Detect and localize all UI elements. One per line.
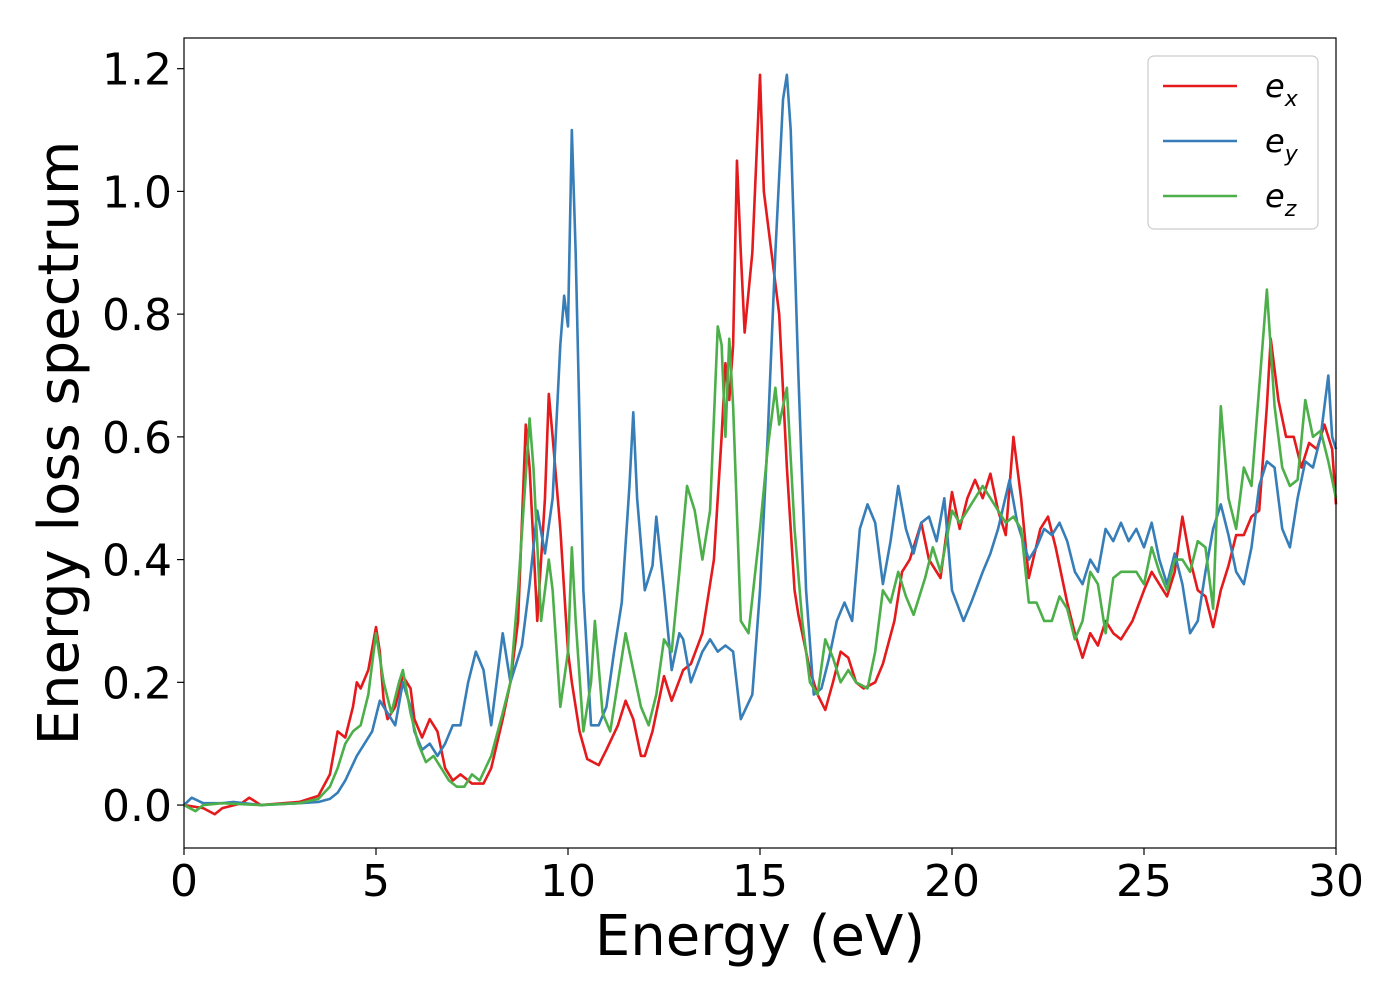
- y-axis-title: Energy loss spectrum: [27, 141, 92, 746]
- x-tick-label: 5: [362, 856, 390, 907]
- legend-label-z: ez: [1265, 177, 1297, 222]
- legend-box: [1147, 55, 1319, 230]
- x-axis: 0 5 10 15 20 25 30: [170, 848, 1364, 907]
- y-tick-label: 0.2: [102, 658, 172, 709]
- series-line-y: [183, 73, 1338, 807]
- series-line-z: [183, 288, 1338, 813]
- x-tick-label: 30: [1308, 856, 1364, 907]
- plot-series-group: [183, 73, 1338, 816]
- legend: ex ey ez: [1147, 55, 1319, 230]
- x-tick-label: 0: [170, 856, 198, 907]
- y-tick-label: 0.6: [102, 413, 172, 464]
- series-line-x: [183, 73, 1338, 816]
- y-tick-label: 1.2: [102, 45, 172, 96]
- y-tick-label: 1.0: [102, 167, 172, 218]
- x-tick-label: 15: [732, 856, 788, 907]
- x-axis-title: Energy (eV): [595, 904, 925, 969]
- x-tick-label: 25: [1116, 856, 1172, 907]
- x-tick-label: 20: [924, 856, 980, 907]
- y-tick-label: 0.8: [102, 290, 172, 341]
- y-axis: 0.0 0.2 0.4 0.6 0.8 1.0 1.2: [102, 45, 184, 832]
- y-tick-label: 0.4: [102, 536, 172, 587]
- x-tick-label: 10: [540, 856, 596, 907]
- legend-label-y: ey: [1265, 122, 1299, 167]
- legend-label-x: ex: [1265, 67, 1299, 112]
- y-tick-label: 0.0: [102, 781, 172, 832]
